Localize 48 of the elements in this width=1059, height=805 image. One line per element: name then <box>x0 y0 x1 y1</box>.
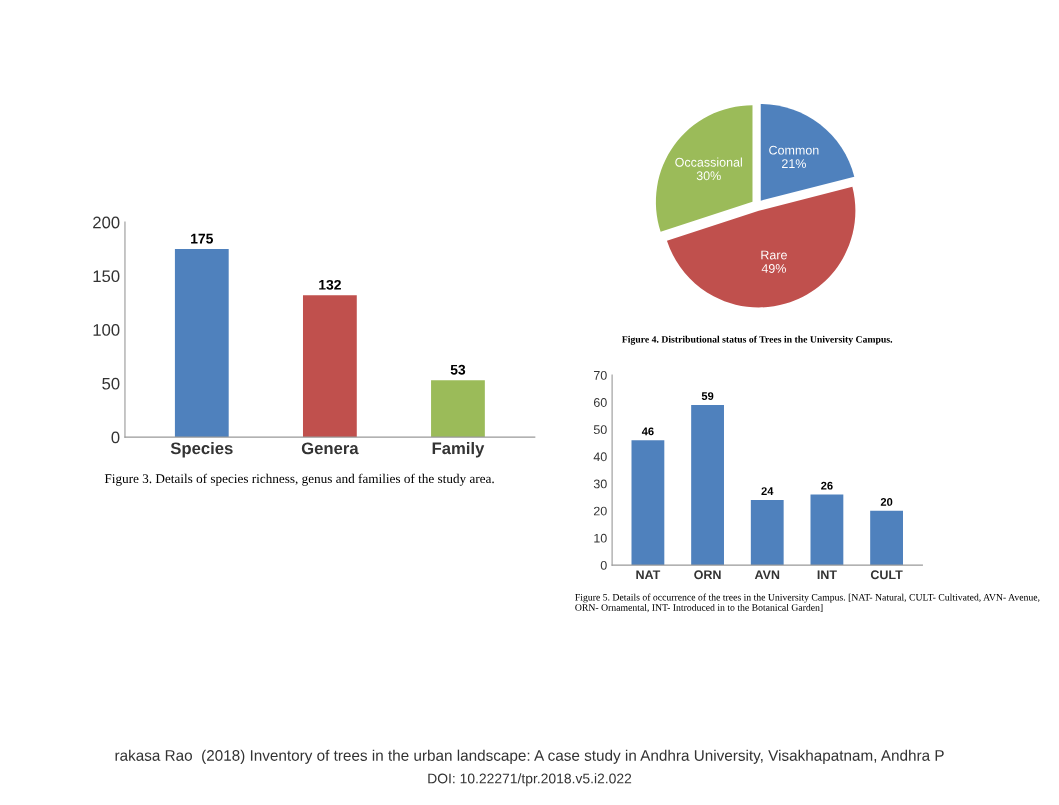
text: rakasa Rao (2018) Inventory of trees in the urban landscape: A case study in Andhra University, Visakhapatnam, Andhra P <box>115 749 944 764</box>
y-tick-label: 30 <box>593 479 607 489</box>
caption: Figure 3. Details of species richness, genus and families of the study area. <box>104 473 494 486</box>
caption: Figure 5. Details of occurrence of the trees in the University Campus. [NAT- Natural, CULT- Cultivated, AVN- Avenue, ORN- Ornamental, INT- Introduced in to the Botanical Garden] <box>575 593 1040 613</box>
y-tick-label: 100 <box>93 324 120 336</box>
bar <box>691 404 724 566</box>
y-tick-label: 40 <box>593 452 607 462</box>
y-tick-label: 50 <box>593 425 607 435</box>
x-tick-label: AVN <box>754 570 780 580</box>
data-label: 20 <box>880 497 893 506</box>
bar <box>870 510 903 566</box>
slice-label: Occassional <box>675 157 742 167</box>
data-label: 26 <box>821 481 833 490</box>
y-tick-label: 20 <box>593 506 607 516</box>
slice-label: Common <box>769 145 819 155</box>
bar <box>631 440 665 566</box>
data-label: 21% <box>782 159 806 168</box>
data-label: 46 <box>641 427 654 436</box>
y-tick-label: 0 <box>111 431 120 444</box>
y-tick-label: 50 <box>102 377 120 390</box>
x-tick-label: Genera <box>301 442 359 455</box>
bar <box>302 295 357 438</box>
bar <box>431 380 485 438</box>
slice-label: Rare <box>761 250 787 260</box>
data-label: 132 <box>319 279 341 290</box>
x-tick-label: CULT <box>870 570 903 580</box>
x-tick-label: INT <box>817 570 837 580</box>
x-tick-label: NAT <box>636 570 661 580</box>
bar <box>750 499 784 566</box>
bar <box>174 249 229 438</box>
x-tick-label: Species <box>170 441 233 458</box>
y-tick-label: 200 <box>93 216 120 229</box>
x-tick-label: Family <box>432 441 485 458</box>
y-tick-label: 10 <box>594 533 607 543</box>
data-label: 30% <box>696 171 721 181</box>
x-tick-label: ORN <box>694 570 721 580</box>
y-tick-label: 0 <box>600 560 607 570</box>
text: DOI: 10.22271/tpr.2018.v5.i2.022 <box>428 773 632 787</box>
y-tick-label: 150 <box>93 270 120 283</box>
data-label: 49% <box>761 264 786 273</box>
data-label: 24 <box>761 487 774 495</box>
data-label: 59 <box>701 392 714 401</box>
y-tick-label: 70 <box>593 370 607 380</box>
caption: Figure 4. Distributional status of Trees in the University Campus. <box>621 335 893 345</box>
y-tick-label: 60 <box>593 398 607 407</box>
data-label: 53 <box>450 364 466 375</box>
data-label: 175 <box>191 233 214 244</box>
bar <box>810 494 844 566</box>
